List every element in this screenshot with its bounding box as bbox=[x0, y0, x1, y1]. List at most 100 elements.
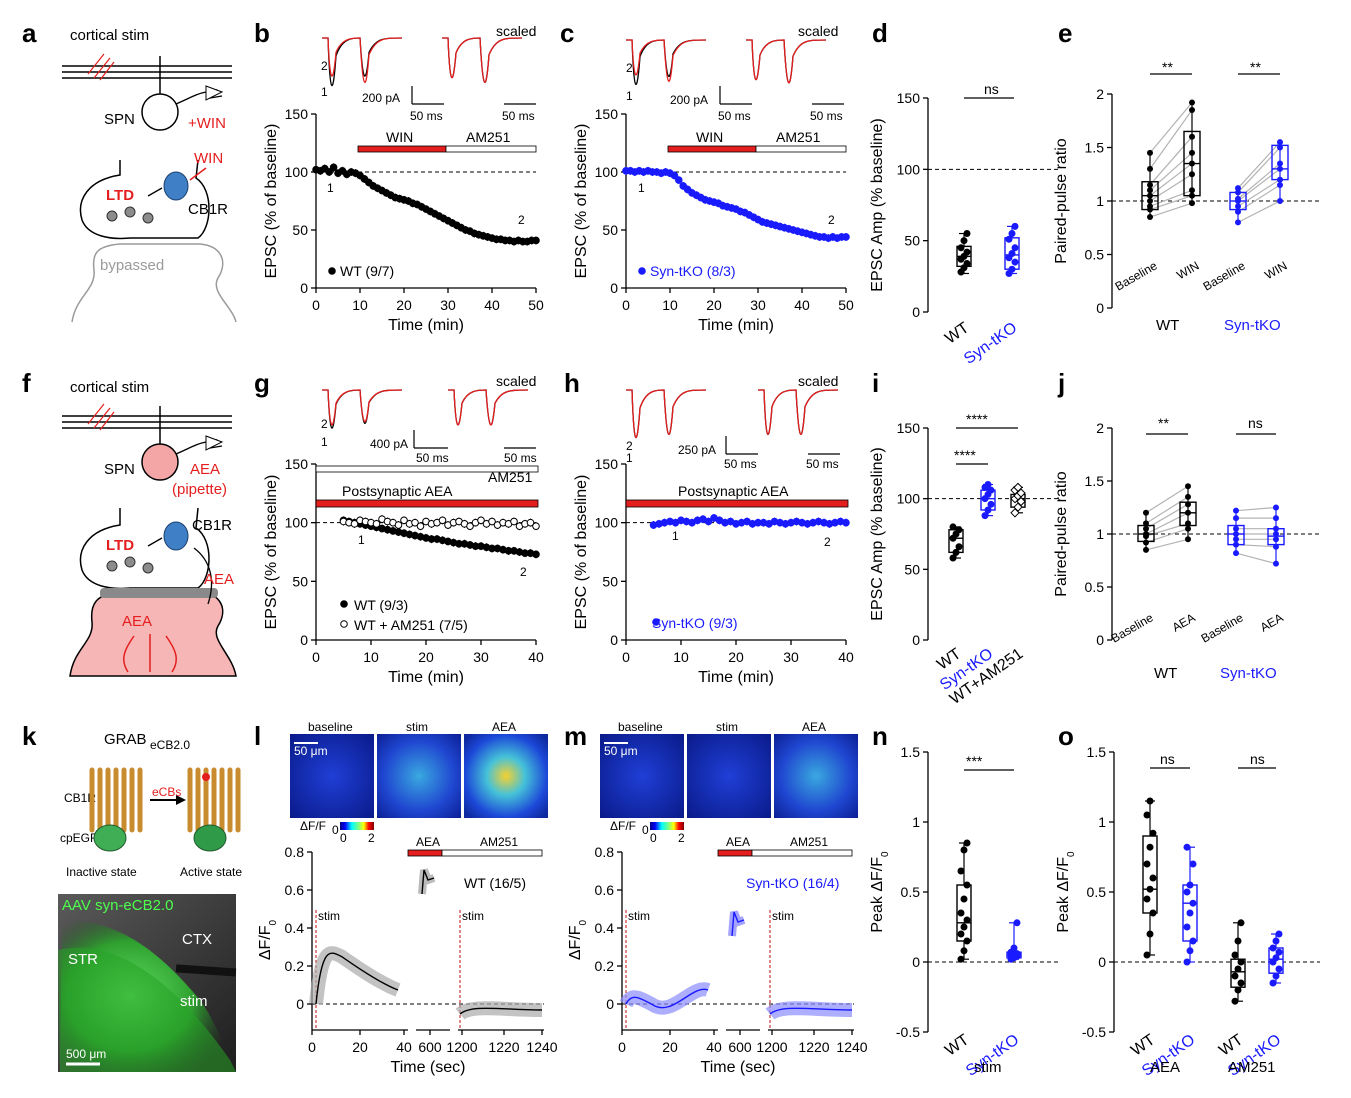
d-data-point bbox=[1011, 222, 1019, 230]
c-scale-pa: 200 pA bbox=[670, 93, 708, 107]
cortical-stim-label-f: cortical stim bbox=[70, 379, 149, 396]
m-cbar-sub: 0 bbox=[642, 823, 649, 837]
h-scalebar bbox=[725, 436, 758, 455]
e-data-point bbox=[1147, 181, 1153, 188]
aea-spine-label: AEA bbox=[122, 613, 152, 630]
c-y-tick-label: 50 bbox=[602, 222, 618, 238]
j-pair-line bbox=[1145, 496, 1189, 524]
o-data-point bbox=[1149, 909, 1157, 917]
e-pair-line bbox=[1237, 184, 1281, 213]
e-pair-line bbox=[1149, 195, 1193, 211]
c-scale-ms2: 50 ms bbox=[810, 109, 843, 123]
m-trace-am251 bbox=[769, 1007, 853, 1015]
g-data-point bbox=[416, 522, 425, 530]
e-pair-line bbox=[1237, 200, 1281, 223]
h-scale-ms2: 50 ms bbox=[806, 457, 839, 471]
win-label: WIN bbox=[194, 150, 223, 167]
c-am251-bar bbox=[755, 145, 847, 153]
g-data-point bbox=[394, 521, 403, 529]
l-cbar-2: 2 bbox=[368, 831, 375, 845]
n-category-label: WT bbox=[942, 1031, 972, 1059]
l-im3-label: AEA bbox=[492, 720, 516, 734]
n-data-point bbox=[960, 895, 968, 903]
d-data-point bbox=[963, 230, 971, 238]
b-legend-marker bbox=[328, 267, 336, 275]
i-data-point bbox=[984, 506, 992, 514]
j-data-point bbox=[1273, 560, 1279, 567]
c-trace-label-2: 2 bbox=[626, 61, 633, 75]
o-data-point bbox=[1272, 937, 1280, 945]
spn-label-f: SPN bbox=[104, 461, 135, 478]
l-bar-aea: AEA bbox=[416, 835, 440, 849]
i-data-point bbox=[987, 500, 995, 508]
j-data-point bbox=[1233, 507, 1239, 514]
o-data-point bbox=[1146, 885, 1154, 893]
o-data-point bbox=[1146, 797, 1154, 805]
e-data-point bbox=[1147, 203, 1153, 210]
b-scaled: scaled bbox=[496, 23, 536, 39]
m-bar-am251: AM251 bbox=[790, 835, 828, 849]
j-data-point bbox=[1185, 509, 1191, 516]
chart-h: 0 50 100 150 0 10 20 30 40 Time (min) EPSC (% of b… bbox=[573, 389, 854, 686]
presynaptic-terminal-icon bbox=[79, 159, 210, 240]
c-bar-am251: AM251 bbox=[776, 129, 821, 145]
e-pair-line bbox=[1149, 136, 1193, 186]
c-ylabel: EPSC (% of baseline) bbox=[573, 124, 590, 279]
b-trace-label-1: 1 bbox=[321, 85, 328, 99]
l-y-tick-label: 0.6 bbox=[285, 882, 305, 898]
l-y-tick-label: 0.8 bbox=[285, 844, 305, 860]
i-data-point bbox=[949, 523, 957, 531]
c-point-2: 2 bbox=[828, 213, 835, 227]
k-stim-label: stim bbox=[180, 993, 208, 1010]
c-trace-label-1: 1 bbox=[626, 89, 633, 103]
e-data-point bbox=[1189, 160, 1195, 167]
l-y-tick-label: 0 bbox=[296, 996, 304, 1012]
b-bar-am251: AM251 bbox=[466, 129, 511, 145]
g-data-point bbox=[477, 516, 485, 525]
spn-soma-icon bbox=[141, 93, 179, 131]
m-cbar-0: 0 bbox=[650, 831, 657, 845]
b-scale-ms2: 50 ms bbox=[502, 109, 535, 123]
e-data-point bbox=[1235, 185, 1241, 192]
l-trace-stim bbox=[315, 952, 399, 1005]
o-data-point bbox=[1231, 972, 1239, 980]
j-data-point bbox=[1233, 536, 1239, 543]
j-ylabel: Paired-pulse ratio bbox=[1053, 471, 1070, 597]
c-data-point bbox=[675, 176, 683, 184]
n-group: stim bbox=[974, 1059, 1002, 1076]
o-data-point bbox=[1269, 944, 1277, 952]
o-data-point bbox=[1234, 986, 1242, 994]
g-trace-label-2: 2 bbox=[321, 417, 328, 431]
cb1r-label-f: CB1R bbox=[192, 517, 232, 534]
n-data-point bbox=[957, 867, 965, 875]
i-y-tick-label: 150 bbox=[897, 420, 921, 436]
l-image-stim bbox=[377, 734, 461, 818]
g-aea-bar bbox=[315, 499, 539, 508]
g-trace-aea bbox=[322, 389, 403, 426]
m-x-tick-label: 1220 bbox=[798, 1039, 829, 1055]
e-category-label: Baseline bbox=[1201, 258, 1248, 293]
j-data-point bbox=[1143, 539, 1149, 546]
aea-retro-label: AEA bbox=[204, 571, 234, 588]
e-data-point bbox=[1235, 203, 1241, 210]
k-cb1r-label: CB1R bbox=[64, 791, 96, 805]
l-trace-aea bbox=[421, 869, 435, 895]
b-point-1: 1 bbox=[327, 181, 334, 195]
l-legend: WT (16/5) bbox=[464, 875, 526, 891]
panel-letter-l: l bbox=[254, 721, 261, 751]
l-x-tick-label: 600 bbox=[418, 1039, 442, 1055]
c-scaled: scaled bbox=[798, 23, 838, 39]
h-trace-aea bbox=[626, 389, 707, 439]
e-data-point bbox=[1189, 171, 1195, 178]
h-trace-label-2: 2 bbox=[626, 439, 633, 453]
j-data-point bbox=[1233, 541, 1239, 548]
stim-electrode-icon bbox=[87, 53, 115, 81]
panel-letter-m: m bbox=[564, 721, 587, 751]
e-data-point bbox=[1277, 165, 1283, 172]
m-im2-label: stim bbox=[716, 720, 738, 734]
i-data-point bbox=[949, 554, 957, 562]
pipette-label: (pipette) bbox=[172, 481, 227, 498]
m-scale-label: 50 μm bbox=[604, 744, 638, 758]
